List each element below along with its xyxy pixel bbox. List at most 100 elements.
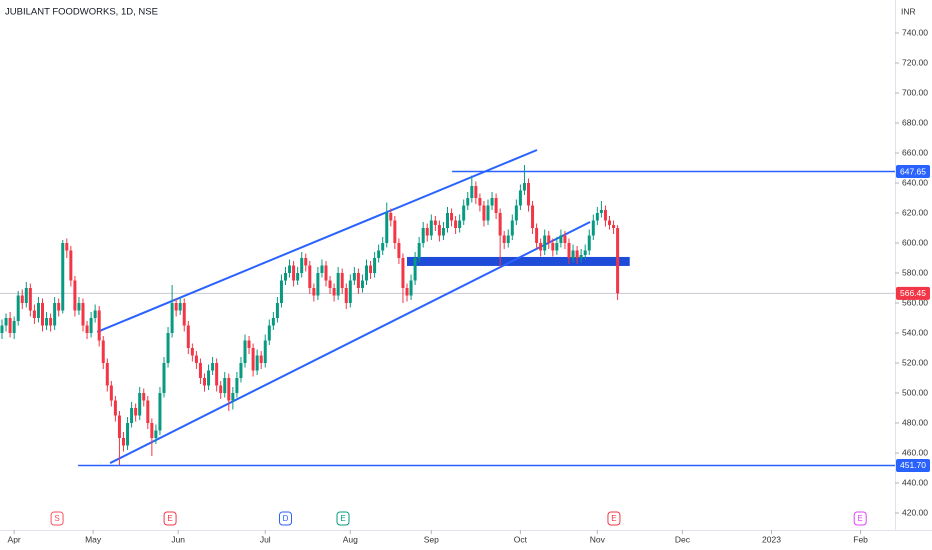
candle (154, 424, 158, 444)
candle-body (587, 235, 591, 251)
candle (603, 205, 607, 227)
candle (466, 192, 470, 210)
candle-body (518, 190, 522, 206)
candle-body (437, 225, 441, 236)
candle (579, 249, 583, 263)
candle-body (219, 385, 223, 393)
candle-body (312, 288, 316, 296)
candle (567, 238, 571, 264)
candle (450, 208, 454, 227)
candle (207, 364, 211, 390)
last-price-box (896, 286, 930, 300)
candle (360, 274, 364, 293)
candle (101, 336, 105, 369)
trendline (96, 149, 538, 333)
candle-body (531, 205, 535, 228)
y-tick-label: 660.00 (902, 147, 928, 157)
candle (587, 229, 591, 255)
candle (49, 313, 53, 332)
candle (211, 357, 215, 375)
candle (397, 238, 401, 264)
candle (8, 312, 12, 338)
candle-body (227, 378, 231, 401)
candle-body (166, 333, 170, 363)
candle-body (198, 363, 202, 378)
candle (275, 297, 279, 323)
candle (215, 358, 219, 392)
candle-body (466, 198, 470, 206)
candle (539, 238, 543, 257)
candle (146, 396, 150, 429)
candle-body (575, 250, 579, 258)
candle (105, 358, 109, 392)
candle (89, 312, 93, 338)
candle-body (320, 265, 324, 273)
candle (53, 297, 57, 330)
candle-body (486, 205, 490, 221)
candle-body (69, 250, 73, 281)
candle (393, 216, 397, 249)
candle (235, 372, 239, 398)
y-tick-label: 600.00 (902, 237, 928, 247)
candle-body (608, 220, 611, 225)
candle (158, 387, 162, 435)
candle-body (182, 303, 186, 326)
event-label: E (340, 514, 345, 523)
candle-body (340, 273, 344, 288)
candle (429, 214, 433, 240)
candle-body (267, 325, 271, 341)
candle-body (223, 378, 227, 393)
candle (555, 237, 559, 255)
candle (57, 298, 61, 317)
candle (122, 432, 125, 452)
candle (304, 253, 308, 272)
candle-body (8, 318, 12, 333)
event-label: E (611, 514, 616, 523)
candle-body (255, 355, 259, 371)
candle-body (158, 393, 162, 431)
candle (259, 351, 263, 369)
candle-body (284, 273, 287, 281)
candle-body (369, 265, 373, 273)
candle-body (612, 225, 616, 228)
candle (263, 334, 267, 368)
candle (255, 349, 259, 375)
candle-body (446, 213, 449, 228)
candle (482, 201, 486, 227)
candle-body (433, 220, 437, 225)
trendline (109, 221, 591, 464)
candle (543, 229, 547, 255)
candle (292, 261, 296, 287)
candle-body (231, 393, 235, 401)
candle (320, 259, 324, 278)
candle-body (122, 438, 125, 446)
candle-body (12, 321, 16, 333)
candle-body (555, 243, 559, 251)
candle (531, 201, 535, 234)
x-tick-label: 2023 (762, 534, 781, 544)
candle (247, 336, 251, 354)
candle-body (28, 288, 32, 311)
candle-body (4, 318, 8, 326)
candle (494, 193, 498, 219)
candle (279, 274, 283, 308)
candle (182, 298, 186, 332)
price-line-label: 647.65 (900, 166, 926, 176)
candle (12, 316, 16, 339)
candle-body (401, 258, 405, 288)
candle (316, 267, 320, 300)
candle-body (563, 235, 567, 243)
x-tick-label: Aug (343, 534, 358, 544)
candle-body (243, 340, 247, 363)
candle (425, 223, 429, 242)
candle (150, 418, 154, 456)
candle (365, 259, 368, 285)
candle-body (494, 198, 498, 213)
candle (166, 327, 170, 368)
candle (571, 244, 575, 263)
event-badge (279, 511, 292, 526)
candle (385, 202, 389, 248)
candle-body (360, 280, 364, 288)
candle (352, 267, 356, 285)
candle-body (61, 243, 65, 311)
